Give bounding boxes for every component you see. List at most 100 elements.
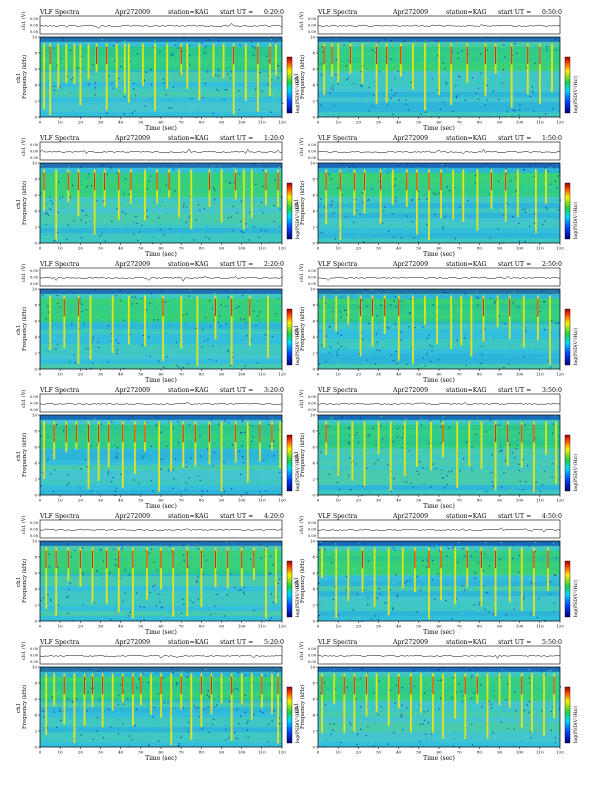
x-axis-label: Time (sec) — [423, 629, 455, 636]
spectrogram-speckle — [475, 351, 477, 353]
wave-tick-label: 0.00 — [308, 143, 317, 147]
x-tick-label: 70 — [457, 246, 463, 251]
spectrogram-speckle — [450, 565, 452, 567]
spectrogram-speckle — [531, 86, 533, 88]
spectrogram-speckle — [106, 173, 108, 175]
spectrogram-speckle — [220, 702, 222, 704]
spectrogram-speckle — [378, 180, 380, 183]
spectrogram-speckle — [59, 492, 61, 494]
burst-column — [414, 547, 416, 592]
spectrogram-speckle — [238, 46, 240, 48]
spectrogram-speckle — [543, 546, 545, 548]
spectrogram-speckle — [168, 446, 170, 449]
spectrogram-speckle — [98, 367, 100, 370]
wave-axis-label: ch1 (V) — [298, 642, 305, 660]
spectrogram-speckle — [280, 99, 282, 102]
spectrogram-speckle — [362, 450, 364, 452]
x-tick-label: 80 — [199, 624, 205, 629]
burst-column — [142, 43, 144, 86]
spectrogram-speckle — [242, 295, 244, 297]
spectrogram-speckle — [232, 356, 234, 358]
spectrogram-speckle — [275, 724, 277, 726]
spectrogram-speckle — [511, 452, 514, 454]
spectrogram-speckle — [233, 544, 235, 546]
burst-column — [186, 43, 189, 89]
burst-column — [107, 421, 110, 468]
spectrogram-speckle — [230, 216, 232, 218]
spectrogram-speckle — [545, 63, 547, 65]
burst-column — [49, 295, 52, 350]
y-tick-label: 2 — [34, 477, 37, 482]
spectrogram-speckle — [244, 180, 246, 182]
spectrogram-speckle — [380, 304, 382, 306]
spectrogram-speckle — [270, 95, 272, 97]
spectrogram-speckle — [242, 570, 244, 572]
panel-title: VLF Spectra — [317, 135, 358, 142]
burst-peak — [416, 172, 418, 191]
spectrogram-speckle — [117, 703, 119, 705]
spectrogram-speckle — [270, 593, 272, 595]
spectrogram-speckle — [359, 677, 361, 679]
spectrogram-speckle — [217, 734, 219, 736]
spectrogram-speckle — [342, 226, 344, 228]
spectrogram-speckle — [108, 174, 110, 176]
spectrogram-speckle — [98, 670, 100, 672]
spectrogram-speckle — [227, 78, 229, 80]
panel-title: VLF Spectra — [317, 639, 358, 646]
spectrogram-speckle — [115, 577, 117, 579]
spectrogram-speckle — [194, 575, 196, 577]
spectrogram-speckle — [172, 672, 174, 674]
spectrogram-speckle — [467, 685, 469, 687]
spectrogram-speckle — [115, 602, 117, 604]
burst-peak — [428, 172, 430, 191]
spectrogram-speckle — [45, 739, 47, 741]
spectrogram-speckle — [123, 367, 125, 369]
spectrogram-speckle — [319, 363, 321, 365]
spectrogram-speckle — [171, 104, 173, 107]
spectrogram-speckle — [507, 239, 509, 242]
spectrogram-speckle — [85, 69, 87, 71]
spectrogram-speckle — [46, 727, 48, 729]
spectrogram-speckle — [348, 219, 350, 221]
spectrogram-speckle — [418, 193, 420, 195]
spectrogram-band — [40, 238, 282, 244]
spectrogram-speckle — [362, 236, 364, 238]
spectrogram-speckle — [425, 305, 427, 307]
x-tick-label: 40 — [118, 498, 124, 503]
spectrogram-speckle — [513, 220, 515, 222]
spectrogram-speckle — [205, 559, 207, 561]
spectrogram-speckle — [150, 479, 152, 482]
x-tick-label: 90 — [219, 750, 225, 755]
spectrogram-speckle — [532, 672, 534, 674]
spectrogram-speckle — [241, 587, 243, 589]
spectrogram-speckle — [223, 491, 225, 493]
wave-tick-label: 0.00 — [30, 654, 39, 658]
spectrogram-speckle — [364, 543, 366, 545]
y-tick-label: 8 — [34, 51, 37, 56]
spectrogram-speckle — [171, 83, 173, 85]
spectrogram-speckle — [219, 165, 221, 167]
spectrogram-band — [318, 596, 560, 602]
spectrogram-speckle — [256, 300, 258, 302]
spectrogram-speckle — [345, 65, 347, 67]
burst-peak — [365, 676, 367, 695]
spectrogram-speckle — [540, 290, 543, 292]
spectrogram-speckle — [330, 178, 332, 180]
y-tick-label: 6 — [312, 445, 315, 450]
spectrogram-speckle — [542, 223, 544, 225]
spectrogram-speckle — [330, 346, 332, 348]
burst-column — [127, 43, 130, 103]
spectrogram-speckle — [248, 95, 250, 97]
spectrogram-speckle — [148, 552, 150, 554]
spectrogram-speckle — [333, 191, 335, 193]
spectrogram-speckle — [82, 672, 84, 674]
spectrogram-speckle — [395, 353, 397, 355]
spectrogram-speckle — [458, 567, 460, 569]
spectrogram-speckle — [390, 304, 392, 306]
spectrogram-speckle — [510, 489, 512, 491]
spectrogram-speckle — [356, 616, 358, 618]
spectrogram-speckle — [169, 467, 171, 469]
burst-peak — [277, 172, 279, 191]
spectrogram-speckle — [482, 611, 484, 613]
spectrogram-speckle — [216, 116, 218, 119]
